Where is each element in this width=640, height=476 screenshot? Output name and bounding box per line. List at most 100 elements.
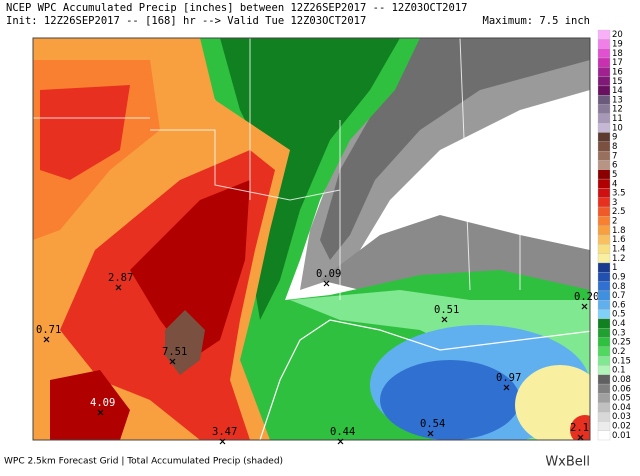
- colorbar-label: 15: [612, 77, 623, 87]
- shade-red-nw: [40, 85, 130, 180]
- point-marker: [323, 280, 330, 287]
- colorbar-label: 9: [612, 133, 617, 143]
- point-marker: [503, 384, 510, 391]
- colorbar-label: 12: [612, 105, 623, 115]
- point-value: 3.47: [212, 426, 237, 438]
- colorbar-label: 0.8: [612, 282, 626, 292]
- colorbar-swatch: [597, 346, 611, 357]
- colorbar-label: 5: [612, 170, 617, 180]
- colorbar-swatch: [597, 85, 611, 96]
- colorbar-swatch: [597, 178, 611, 189]
- colorbar-swatch: [597, 141, 611, 152]
- map-frame: [32, 37, 591, 441]
- colorbar-swatch: [597, 113, 611, 124]
- colorbar-label: 1.6: [612, 235, 626, 245]
- colorbar-label: 18: [612, 49, 623, 59]
- colorbar-swatch: [597, 206, 611, 217]
- point-marker: [97, 409, 104, 416]
- shade-dark-blue: [380, 360, 520, 440]
- colorbar-swatch: [597, 365, 611, 375]
- map: [32, 37, 591, 441]
- colorbar-swatch: [597, 402, 611, 413]
- colorbar-swatch: [597, 253, 611, 264]
- shade-dark-red: [130, 180, 250, 360]
- colorbar-swatch: [597, 160, 611, 170]
- colorbar-label: 0.9: [612, 272, 626, 282]
- colorbar-swatch: [597, 169, 611, 180]
- point-value: 0.97: [496, 372, 521, 384]
- colorbar-label: 0.08: [612, 375, 631, 385]
- header-line1: NCEP WPC Accumulated Precip [inches] bet…: [6, 2, 467, 14]
- state-borders: [33, 38, 521, 300]
- colorbar-label: 0.02: [612, 422, 631, 432]
- point-marker: [43, 336, 50, 343]
- colorbar-label: 1.8: [612, 226, 626, 236]
- point-value: 0.20: [574, 291, 599, 303]
- point-value: 2.87: [108, 272, 133, 284]
- colorbar-label: 2.5: [612, 207, 626, 217]
- colorbar-label: 1: [612, 263, 617, 273]
- point-value: 0.54: [420, 418, 445, 430]
- colorbar-label: 0.05: [612, 394, 631, 404]
- colorbar-swatch: [597, 57, 611, 68]
- colorbar-label: 10: [612, 123, 623, 133]
- colorbar-swatch: [597, 29, 611, 40]
- colorbar-label: 0.15: [612, 356, 631, 366]
- colorbar: 20191817161514131211109876543.532.521.81…: [597, 29, 631, 441]
- colorbar-swatch: [597, 95, 611, 105]
- point-value: 0.51: [434, 304, 459, 316]
- colorbar-label: 0.4: [612, 319, 626, 329]
- shade-dark-red-sw: [50, 370, 130, 440]
- colorbar-label: 13: [612, 95, 623, 105]
- point-value: 0.71: [36, 324, 61, 336]
- shade-yellow: [515, 365, 590, 440]
- colorbar-label: 0.3: [612, 328, 626, 338]
- colorbar-label: 0.01: [612, 431, 631, 441]
- point-marker: [219, 438, 226, 445]
- footer-logo: WxBell: [545, 455, 590, 470]
- colorbar-label: 1.4: [612, 244, 626, 254]
- colorbar-swatch: [597, 225, 611, 236]
- colorbar-label: 16: [612, 67, 623, 77]
- colorbar-swatch: [597, 421, 611, 431]
- colorbar-swatch: [597, 244, 611, 254]
- colorbar-label: 4: [612, 179, 617, 189]
- colorbar-label: 2: [612, 217, 617, 227]
- point-value: 0.44: [330, 426, 355, 438]
- colorbar-swatch: [597, 104, 611, 115]
- colorbar-swatch: [597, 328, 611, 338]
- colorbar-swatch: [597, 216, 611, 226]
- colorbar-swatch: [597, 188, 611, 198]
- colorbar-label: 3.5: [612, 189, 626, 199]
- colorbar-swatch: [597, 67, 611, 77]
- colorbar-label: 8: [612, 142, 617, 152]
- footer-caption: WPC 2.5km Forecast Grid | Total Accumula…: [4, 457, 283, 467]
- colorbar-swatch: [597, 318, 611, 329]
- point-value: 0.09: [316, 268, 341, 280]
- colorbar-swatch: [597, 393, 611, 403]
- colorbar-swatch: [597, 300, 611, 310]
- colorbar-label: 17: [612, 58, 623, 68]
- colorbar-swatch: [597, 374, 611, 385]
- colorbar-swatch: [597, 281, 611, 292]
- shade-brown: [165, 310, 205, 375]
- point-value: 4.09: [90, 397, 115, 409]
- coastline: [259, 319, 590, 440]
- colorbar-label: 1.2: [612, 254, 626, 264]
- colorbar-swatch: [597, 123, 611, 133]
- colorbar-label: 19: [612, 39, 623, 49]
- point-value: 2.1: [570, 422, 589, 434]
- colorbar-swatch: [597, 355, 611, 366]
- colorbar-label: 0.2: [612, 347, 626, 357]
- header-maximum: Maximum: 7.5 inch: [483, 15, 590, 27]
- shade-red-corner: [570, 415, 590, 440]
- point-marker: [337, 438, 344, 445]
- colorbar-swatch: [597, 411, 611, 422]
- colorbar-swatch: [597, 430, 611, 441]
- point-marker: [169, 358, 176, 365]
- colorbar-swatch: [597, 39, 611, 49]
- colorbar-label: 6: [612, 161, 617, 171]
- point-marker: [115, 284, 122, 291]
- colorbar-swatch: [597, 262, 611, 273]
- colorbar-swatch: [597, 337, 611, 347]
